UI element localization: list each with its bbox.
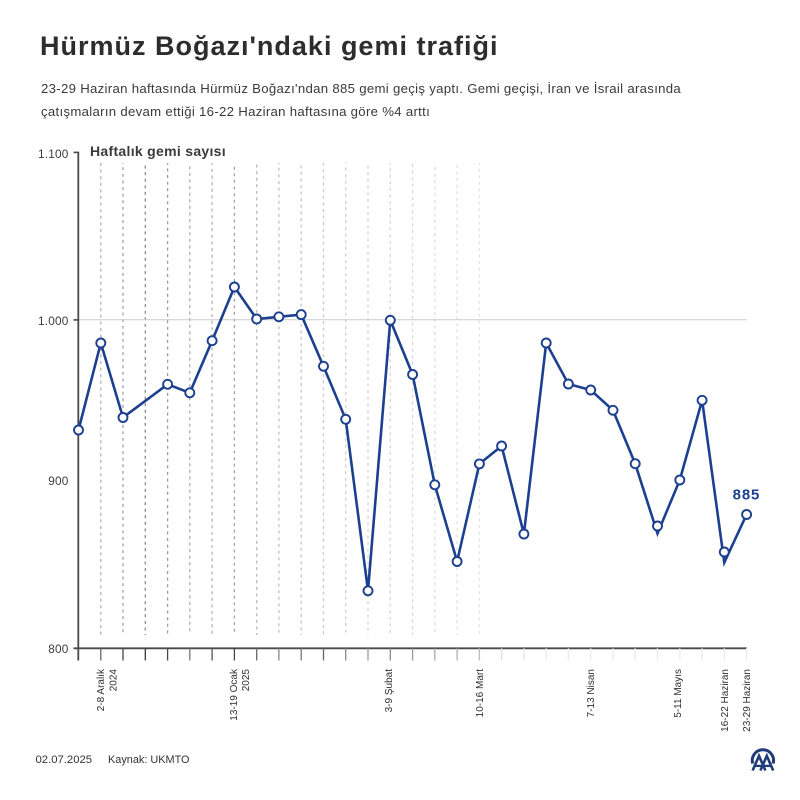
svg-text:16-22 Haziran: 16-22 Haziran	[720, 669, 731, 732]
svg-text:1.000: 1.000	[38, 314, 69, 328]
svg-text:2024: 2024	[109, 669, 120, 692]
svg-text:3-9 Şubat: 3-9 Şubat	[384, 669, 395, 713]
svg-text:Haftalık gemi sayısı: Haftalık gemi sayısı	[90, 143, 226, 159]
svg-text:7-13 Nisan: 7-13 Nisan	[586, 669, 597, 717]
svg-text:10-16 Mart: 10-16 Mart	[475, 669, 486, 718]
svg-text:13-19 Ocak: 13-19 Ocak	[229, 668, 240, 721]
svg-text:2-8 Aralık: 2-8 Aralık	[96, 668, 107, 711]
svg-text:2025: 2025	[241, 669, 252, 692]
svg-text:900: 900	[48, 474, 69, 488]
svg-text:885: 885	[733, 487, 760, 504]
svg-text:23-29 Haziran: 23-29 Haziran	[742, 669, 753, 732]
svg-text:800: 800	[48, 642, 69, 656]
svg-text:5-11 Mayıs: 5-11 Mayıs	[673, 669, 684, 718]
svg-text:1.100: 1.100	[38, 147, 69, 161]
